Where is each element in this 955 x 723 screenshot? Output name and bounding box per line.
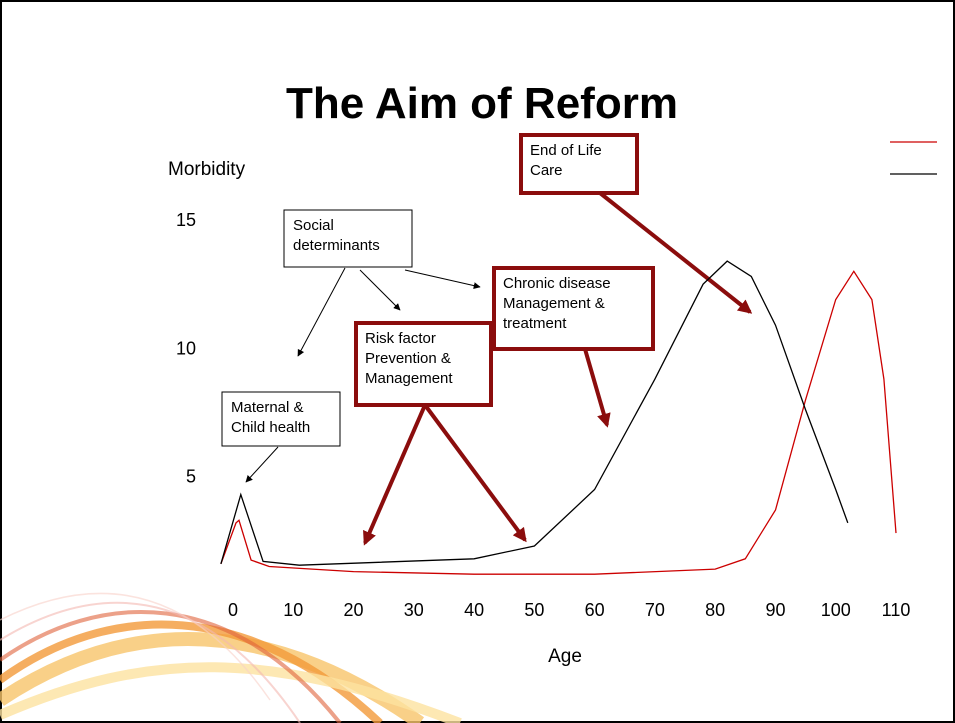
annotation: Social determinants	[284, 210, 412, 267]
x-tick-label: 0	[228, 600, 238, 620]
x-tick-label: 90	[765, 600, 785, 620]
x-axis-label: Age	[548, 646, 582, 667]
chart-title: The Aim of Reform	[286, 79, 678, 128]
x-tick-label: 110	[882, 600, 911, 620]
annotation-text: End of Life	[530, 142, 602, 159]
annotation-text: Management &	[503, 295, 605, 312]
y-axis-label: Morbidity	[168, 159, 246, 180]
slide: The Aim of Reform Morbidity Age 0 10 20 30 4…	[0, 0, 955, 723]
annotation-text: Risk factor	[365, 330, 436, 347]
x-tick-label: 100	[821, 600, 851, 620]
x-tick-label: 10	[283, 600, 303, 620]
y-tick-label: 10	[176, 338, 196, 358]
annotation-text: Social	[293, 217, 334, 234]
annotation-text: Prevention &	[365, 350, 451, 367]
annotation-text: treatment	[503, 315, 567, 332]
annotation: Maternal & Child health	[222, 392, 340, 446]
annotation-text: determinants	[293, 237, 380, 254]
x-tick-label: 30	[404, 600, 424, 620]
x-tick-label: 40	[464, 600, 484, 620]
x-tick-label: 20	[344, 600, 364, 620]
annotation: Chronic disease Management & treatment	[494, 268, 653, 349]
annotation-text: Care	[530, 162, 563, 179]
annotation-text: Maternal &	[231, 399, 304, 416]
annotation: Risk factor Prevention & Management	[356, 323, 491, 405]
x-tick-label: 80	[705, 600, 725, 620]
x-tick-label: 60	[585, 600, 605, 620]
annotation-text: Chronic disease	[503, 275, 611, 292]
x-tick-label: 50	[524, 600, 544, 620]
y-tick-label: 15	[176, 210, 196, 230]
annotation-text: Management	[365, 370, 453, 387]
x-tick-label: 70	[645, 600, 665, 620]
annotation: End of Life Care	[521, 135, 637, 193]
annotation-text: Child health	[231, 419, 310, 436]
y-tick-label: 5	[186, 467, 196, 487]
